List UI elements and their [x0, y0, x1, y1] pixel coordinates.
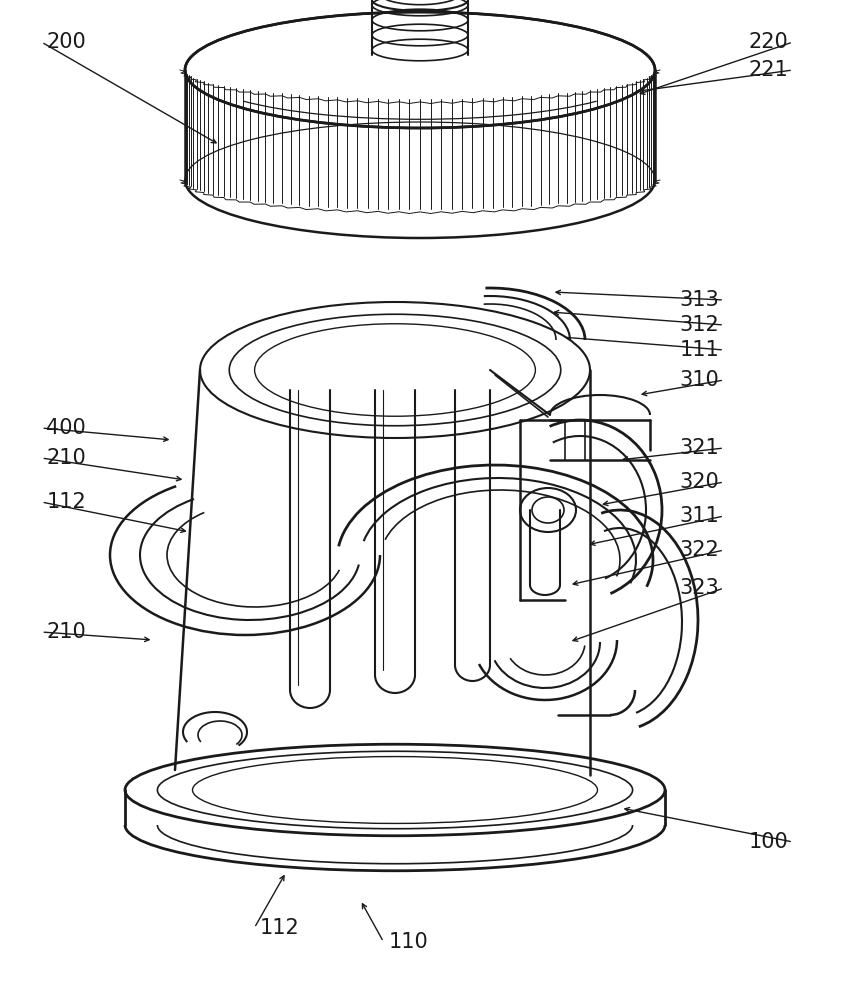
- Text: 210: 210: [46, 448, 86, 468]
- Text: 112: 112: [259, 918, 299, 938]
- Text: 322: 322: [678, 540, 718, 560]
- Text: 310: 310: [678, 370, 718, 390]
- Text: 220: 220: [747, 32, 787, 52]
- Text: 311: 311: [678, 506, 718, 526]
- Ellipse shape: [125, 744, 664, 836]
- Text: 111: 111: [678, 340, 718, 360]
- Text: 200: 200: [46, 32, 86, 52]
- Text: 320: 320: [678, 472, 718, 492]
- Text: 110: 110: [388, 932, 428, 952]
- Text: 100: 100: [747, 832, 787, 852]
- Text: 112: 112: [46, 492, 86, 512]
- Text: 210: 210: [46, 622, 86, 642]
- Ellipse shape: [185, 12, 654, 128]
- Text: 323: 323: [678, 578, 718, 598]
- Text: 400: 400: [46, 418, 86, 438]
- Ellipse shape: [200, 302, 589, 438]
- Text: 313: 313: [678, 290, 718, 310]
- Ellipse shape: [379, 0, 461, 5]
- Text: 221: 221: [747, 60, 787, 80]
- Text: 312: 312: [678, 315, 718, 335]
- Text: 321: 321: [678, 438, 718, 458]
